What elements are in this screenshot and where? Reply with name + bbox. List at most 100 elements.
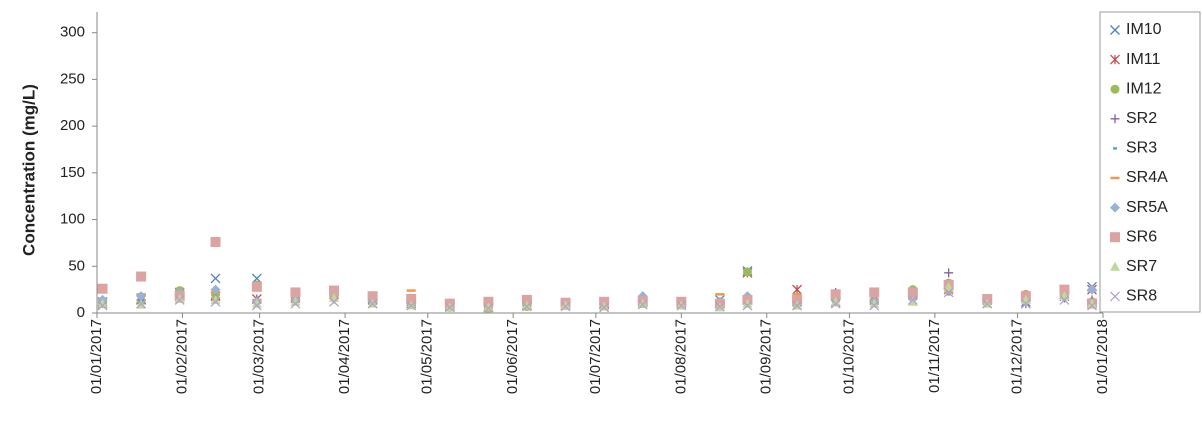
point bbox=[1086, 298, 1097, 308]
point bbox=[210, 273, 221, 284]
point bbox=[174, 293, 185, 303]
point bbox=[290, 287, 301, 298]
point bbox=[210, 236, 221, 247]
point bbox=[97, 298, 108, 308]
x-tick-label: 01/06/2017 bbox=[504, 319, 521, 394]
legend-label: SR5A bbox=[1126, 199, 1168, 216]
x-tick-label: 01/08/2017 bbox=[672, 319, 689, 394]
y-tick-label: 150 bbox=[60, 164, 85, 181]
point bbox=[329, 285, 340, 296]
point bbox=[830, 289, 841, 300]
point bbox=[136, 271, 147, 282]
y-tick-label: 100 bbox=[60, 211, 85, 228]
point bbox=[483, 303, 494, 314]
x-tick-label: 01/05/2017 bbox=[419, 319, 436, 394]
point bbox=[943, 281, 954, 291]
x-tick-label: 01/02/2017 bbox=[173, 319, 190, 394]
point bbox=[560, 301, 571, 312]
point bbox=[1087, 300, 1097, 311]
legend-symbol bbox=[1110, 84, 1120, 94]
point bbox=[714, 301, 725, 312]
legend-label: SR2 bbox=[1126, 110, 1157, 127]
point bbox=[174, 294, 185, 305]
x-tick-label: 01/04/2017 bbox=[336, 319, 353, 394]
point bbox=[522, 301, 532, 312]
point bbox=[792, 294, 803, 305]
y-tick-label: 50 bbox=[68, 257, 85, 274]
point bbox=[742, 300, 753, 311]
point bbox=[742, 298, 753, 308]
point bbox=[907, 294, 918, 305]
legend-symbol bbox=[1110, 114, 1120, 124]
point bbox=[1059, 294, 1070, 305]
point bbox=[599, 302, 610, 313]
x-tick-label: 01/03/2017 bbox=[251, 319, 268, 394]
point bbox=[483, 302, 494, 312]
y-tick-label: 250 bbox=[60, 70, 85, 87]
x-tick-label: 01/01/2017 bbox=[88, 319, 105, 394]
point bbox=[982, 298, 993, 309]
x-tick-label: 01/01/2018 bbox=[1094, 319, 1111, 394]
x-tick-label: 01/11/2017 bbox=[926, 319, 943, 393]
point bbox=[637, 298, 648, 308]
x-tick-label: 01/10/2017 bbox=[840, 319, 857, 394]
point bbox=[290, 296, 301, 306]
point bbox=[406, 293, 417, 304]
legend-label: SR4A bbox=[1126, 169, 1168, 186]
legend-symbol bbox=[1110, 54, 1120, 65]
legend-symbol bbox=[1110, 261, 1120, 271]
point bbox=[97, 283, 108, 294]
point bbox=[136, 298, 147, 309]
point bbox=[367, 298, 378, 309]
point bbox=[637, 299, 648, 310]
point bbox=[136, 291, 147, 302]
legend-symbol bbox=[1110, 202, 1120, 213]
point bbox=[444, 302, 455, 313]
x-tick-label: 01/09/2017 bbox=[758, 319, 775, 394]
y-tick-label: 300 bbox=[60, 24, 85, 41]
point bbox=[560, 300, 571, 310]
point bbox=[1086, 284, 1097, 295]
point bbox=[210, 294, 221, 304]
legend-label: IM11 bbox=[1126, 51, 1160, 68]
point bbox=[792, 284, 803, 295]
point bbox=[210, 284, 221, 295]
point bbox=[943, 287, 954, 298]
point bbox=[1020, 298, 1031, 309]
point bbox=[742, 267, 752, 277]
point bbox=[1059, 284, 1070, 295]
point bbox=[944, 268, 954, 278]
point bbox=[367, 291, 378, 302]
legend-symbol bbox=[1110, 291, 1120, 302]
x-tick-label: 01/12/2017 bbox=[1009, 319, 1026, 394]
point bbox=[907, 287, 918, 298]
point bbox=[251, 298, 262, 308]
point bbox=[329, 296, 339, 307]
point bbox=[290, 298, 301, 309]
point bbox=[830, 298, 841, 309]
point bbox=[521, 300, 532, 310]
legend-label: SR7 bbox=[1126, 258, 1157, 275]
point bbox=[483, 296, 494, 307]
legend-label: SR6 bbox=[1126, 228, 1157, 245]
point bbox=[521, 294, 532, 305]
point bbox=[792, 300, 803, 311]
point bbox=[830, 296, 841, 306]
point bbox=[907, 296, 918, 306]
y-axis-label: Concentration (mg/L) bbox=[19, 84, 38, 256]
point bbox=[251, 281, 262, 292]
point bbox=[97, 300, 108, 311]
y-tick-label: 0 bbox=[77, 304, 85, 321]
legend-label: SR8 bbox=[1126, 288, 1157, 305]
point bbox=[869, 300, 880, 311]
legend-label: IM10 bbox=[1126, 21, 1162, 38]
point bbox=[251, 273, 262, 284]
point bbox=[599, 301, 610, 311]
legend-label: SR3 bbox=[1126, 140, 1157, 157]
point bbox=[251, 300, 262, 311]
legend-symbol bbox=[1110, 232, 1120, 243]
x-tick-label: 01/07/2017 bbox=[587, 319, 604, 394]
point bbox=[406, 300, 417, 311]
legend-symbol bbox=[1110, 25, 1120, 35]
